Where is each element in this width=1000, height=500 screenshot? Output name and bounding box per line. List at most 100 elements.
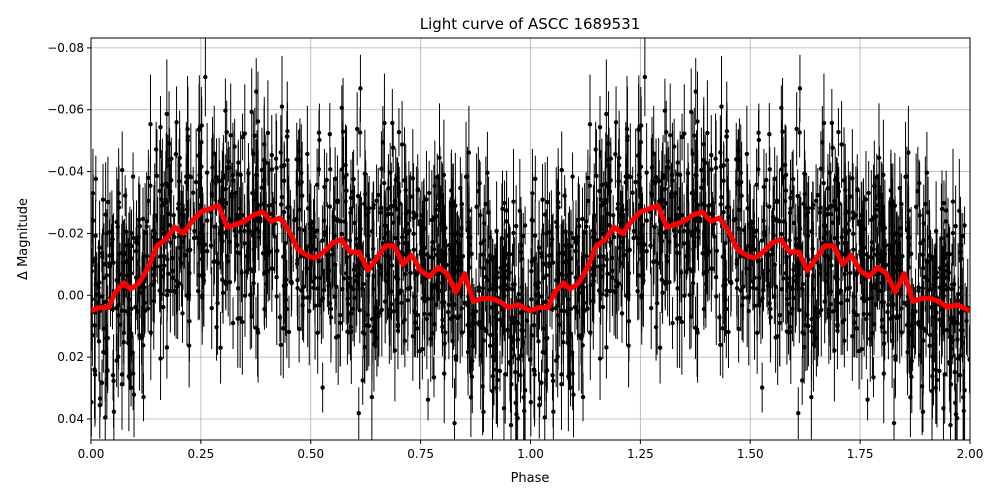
data-point [944, 287, 950, 292]
data-point [493, 265, 499, 271]
data-point [878, 194, 884, 199]
data-point [689, 190, 695, 196]
data-point [371, 286, 376, 292]
data-point [510, 282, 515, 287]
data-point [289, 279, 294, 284]
data-point [544, 368, 550, 373]
data-point [693, 172, 698, 178]
data-point [886, 242, 892, 248]
data-point [281, 254, 286, 259]
data-point [960, 233, 965, 239]
data-point [393, 235, 398, 241]
data-point [915, 188, 921, 194]
data-point [284, 306, 290, 312]
data-point [927, 332, 933, 338]
data-point [550, 372, 555, 378]
data-point [452, 420, 457, 426]
x-tick-label: 1.00 [517, 447, 544, 461]
data-point [415, 187, 421, 192]
data-point [333, 335, 339, 340]
data-point [929, 305, 934, 310]
data-point [131, 392, 137, 397]
data-point [744, 295, 750, 300]
data-point [636, 126, 642, 132]
data-point [468, 330, 473, 335]
data-point [362, 201, 367, 207]
data-point [505, 327, 510, 333]
data-point [129, 243, 134, 249]
data-point [428, 336, 433, 342]
data-point [607, 189, 613, 194]
data-point [187, 319, 192, 324]
data-point [601, 263, 606, 268]
data-point [796, 410, 801, 416]
data-point [783, 271, 788, 276]
y-tick-label: 0.00 [57, 288, 84, 302]
data-point [906, 226, 911, 231]
data-point [445, 309, 451, 315]
data-point [600, 304, 606, 310]
data-point [639, 295, 644, 300]
data-point [121, 340, 126, 345]
data-point [652, 224, 657, 229]
data-point [651, 259, 657, 264]
x-tick-label: 1.25 [627, 447, 654, 461]
data-point [251, 280, 256, 286]
data-point [794, 126, 799, 132]
data-point [295, 277, 300, 283]
data-point [384, 279, 389, 284]
data-point [516, 298, 522, 304]
data-point [610, 268, 615, 274]
data-point [238, 172, 243, 177]
data-point [148, 122, 153, 127]
data-point [401, 252, 406, 257]
data-point [597, 124, 603, 130]
data-point [814, 335, 819, 341]
data-point [378, 205, 384, 211]
data-point [443, 330, 448, 335]
data-point [315, 286, 320, 291]
data-point [395, 328, 401, 333]
data-point [141, 394, 146, 400]
data-point [452, 232, 457, 238]
data-point [607, 288, 613, 294]
data-point [358, 86, 363, 91]
data-point [783, 188, 789, 193]
data-point [532, 233, 538, 238]
data-point [379, 307, 384, 312]
data-point [720, 326, 725, 331]
data-point [913, 309, 918, 314]
data-point [198, 202, 203, 208]
data-point [528, 399, 534, 405]
data-point [200, 238, 205, 244]
data-point [949, 282, 955, 287]
data-point [341, 276, 347, 281]
data-point [748, 247, 753, 252]
data-point [91, 399, 94, 405]
data-point [308, 247, 314, 252]
data-point [277, 315, 283, 320]
data-point [130, 174, 136, 179]
data-point [766, 252, 772, 258]
data-point [872, 282, 877, 287]
data-point [389, 263, 395, 268]
y-axis-label: Δ Magnitude [16, 198, 31, 280]
data-point [677, 251, 682, 256]
data-point [657, 199, 662, 204]
data-point [410, 176, 416, 181]
data-point [437, 155, 442, 160]
data-point [568, 270, 573, 276]
data-point [164, 111, 170, 117]
data-point [305, 295, 310, 300]
data-point [213, 181, 218, 186]
data-point [720, 254, 726, 259]
data-point [610, 212, 616, 218]
data-point [105, 368, 110, 373]
data-point [304, 266, 310, 271]
data-point [613, 278, 619, 283]
data-point [485, 277, 491, 283]
data-point [703, 281, 709, 287]
data-point [118, 322, 123, 327]
data-point [728, 279, 734, 284]
data-point [628, 174, 633, 180]
